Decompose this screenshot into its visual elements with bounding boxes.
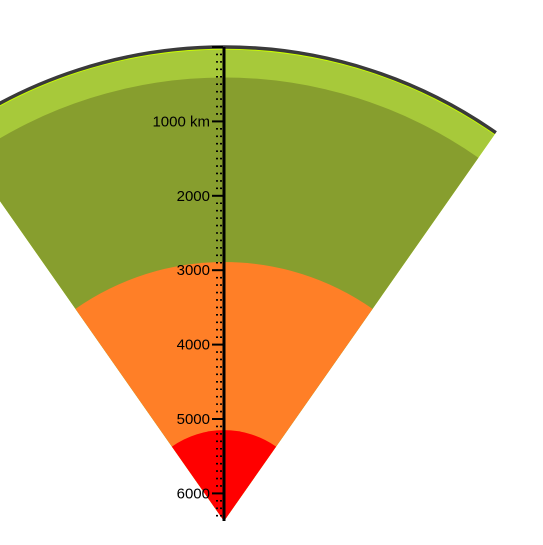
depth-labels: 1000 km 2000 3000 4000 5000 6000 [152,113,210,502]
depth-scale: 1000 km 2000 3000 4000 5000 6000 [152,46,226,521]
surface-outline [0,45,497,135]
depth-label-6000: 6000 [177,485,210,502]
earth-layers [0,46,496,521]
depth-label-5000: 5000 [177,411,210,428]
depth-label-4000: 4000 [177,337,210,354]
depth-label-2000: 2000 [177,188,210,205]
depth-label-1000: 1000 km [152,113,210,130]
depth-label-3000: 3000 [177,262,210,279]
depth-ticks [212,46,223,517]
